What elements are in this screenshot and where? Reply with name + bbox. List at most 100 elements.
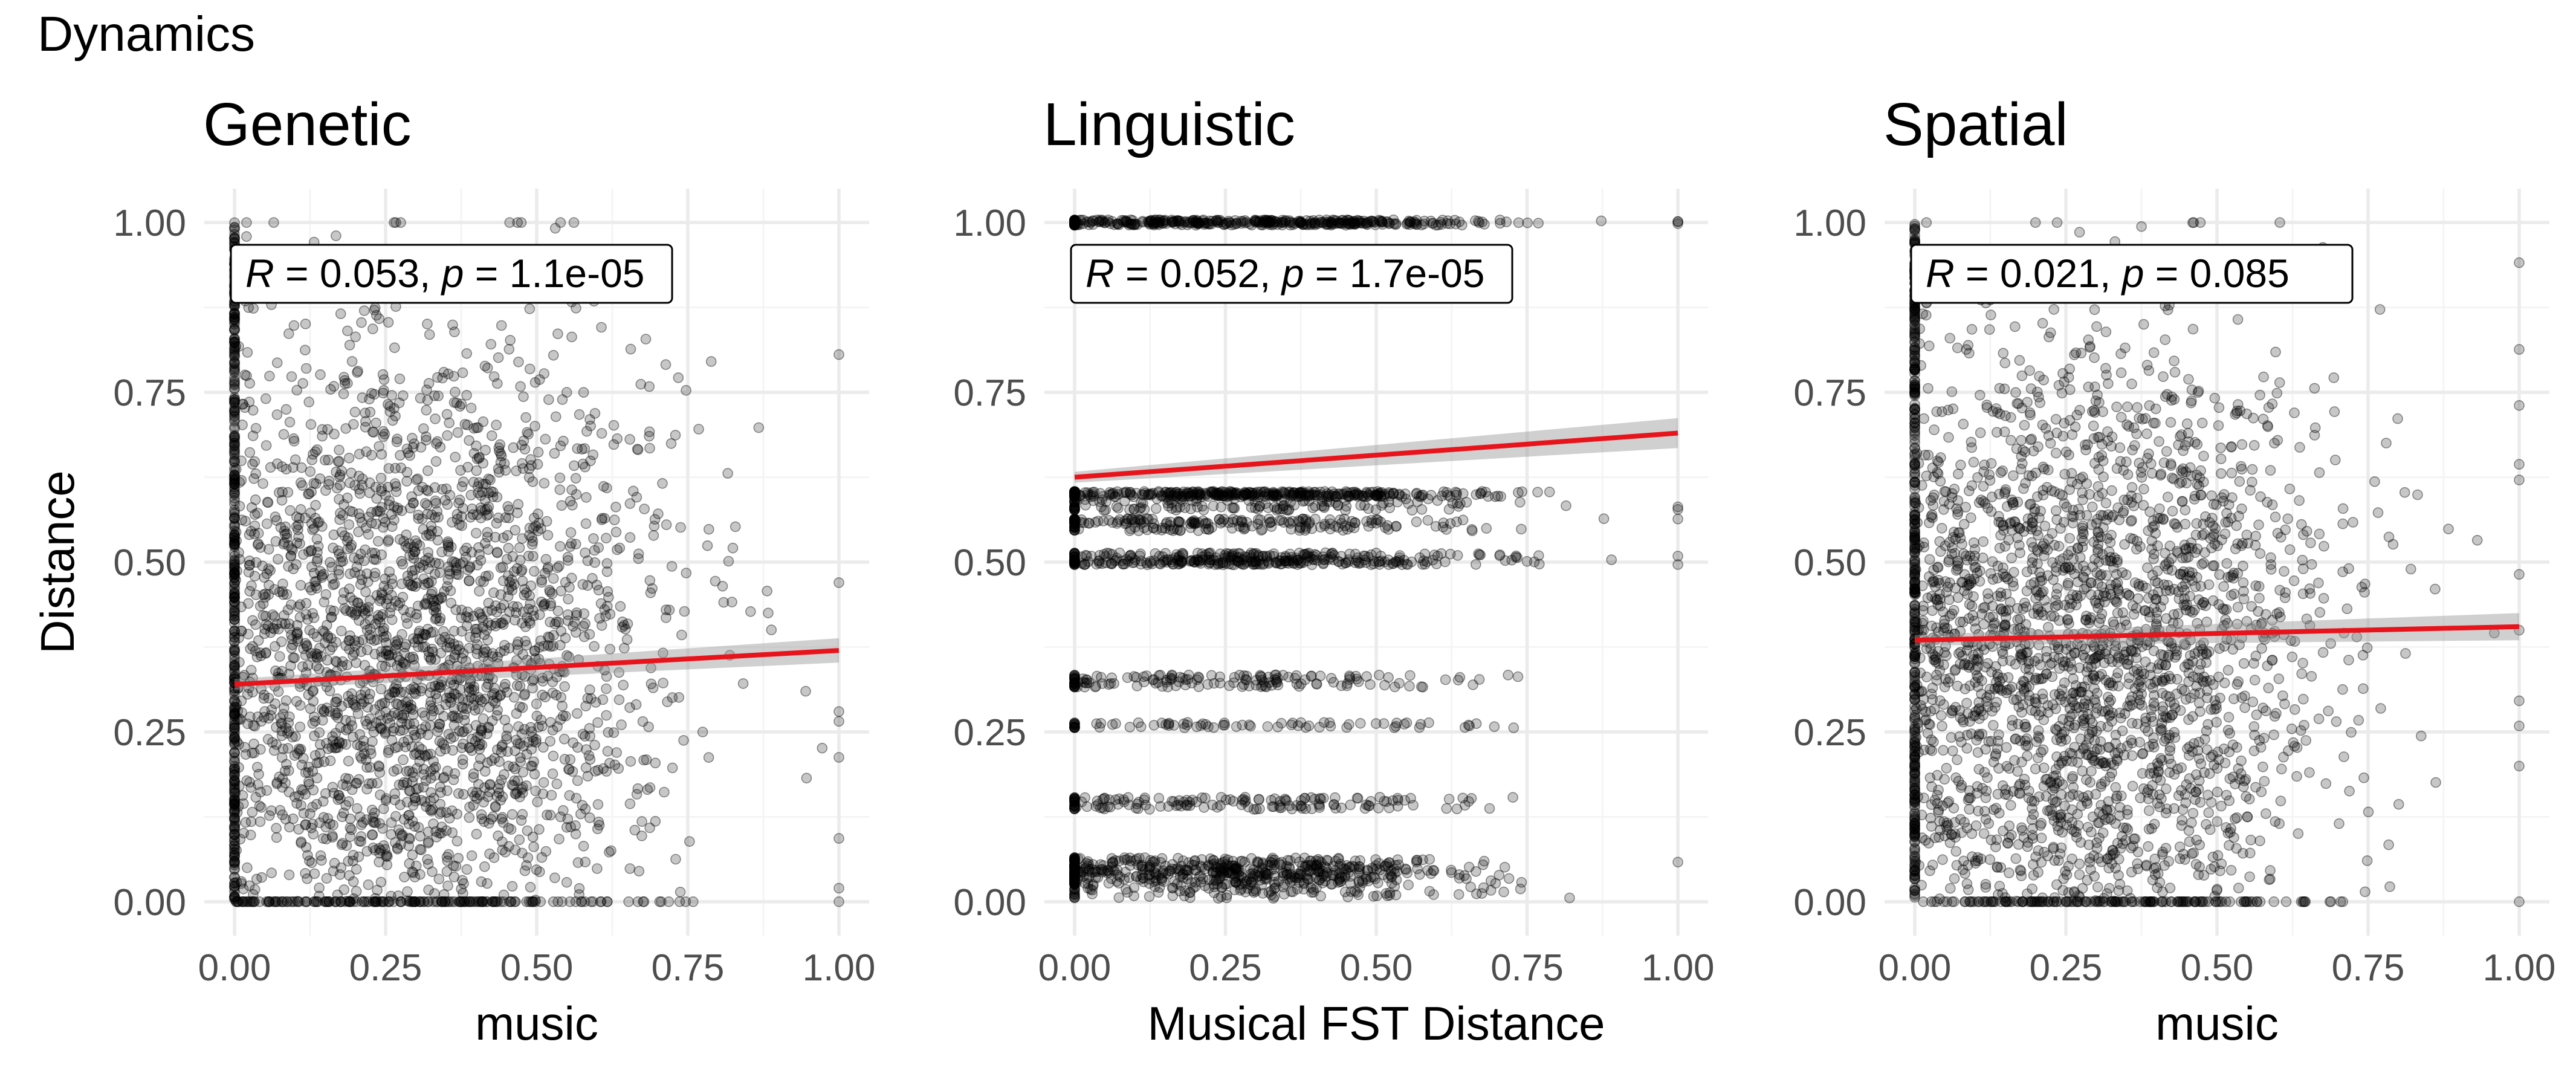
data-point <box>398 536 409 547</box>
data-point <box>229 474 240 485</box>
data-point <box>441 642 452 653</box>
data-point <box>230 896 242 907</box>
data-point <box>730 521 741 533</box>
data-point <box>418 782 429 793</box>
data-point <box>407 767 418 778</box>
data-point <box>727 597 737 607</box>
data-point <box>833 833 844 844</box>
data-point <box>464 742 475 753</box>
data-point <box>526 743 537 755</box>
data-point <box>368 427 380 438</box>
data-point <box>309 730 320 742</box>
data-point <box>1405 670 1416 681</box>
data-point <box>244 529 255 540</box>
data-point <box>461 620 473 632</box>
data-point <box>547 687 558 699</box>
data-point <box>384 406 396 417</box>
data-point <box>1429 549 1440 560</box>
data-point <box>375 684 387 695</box>
data-point <box>286 371 297 382</box>
data-point <box>1240 792 1251 803</box>
data-point <box>429 681 441 691</box>
data-point <box>592 823 603 835</box>
data-point <box>404 579 416 590</box>
data-point <box>753 422 765 433</box>
data-point <box>229 233 240 245</box>
data-point <box>408 653 419 665</box>
data-point <box>277 743 289 754</box>
data-point <box>485 620 497 631</box>
data-point <box>401 777 413 788</box>
data-point <box>571 792 582 804</box>
data-point <box>322 655 333 666</box>
data-point <box>528 841 539 852</box>
data-point <box>247 615 258 626</box>
data-point <box>407 867 419 878</box>
data-point <box>370 817 381 828</box>
data-point <box>287 462 299 473</box>
data-point <box>468 772 479 783</box>
data-point <box>639 504 650 514</box>
data-point <box>237 896 248 907</box>
data-point <box>331 656 343 668</box>
data-point <box>290 454 301 465</box>
data-point <box>252 711 264 722</box>
data-point <box>487 896 498 907</box>
data-point <box>288 433 299 444</box>
data-point <box>380 645 392 656</box>
data-point <box>377 387 389 399</box>
data-point <box>833 752 844 763</box>
data-point <box>239 402 251 413</box>
data-point <box>415 869 426 880</box>
data-point <box>376 724 387 735</box>
data-point <box>401 797 413 808</box>
data-point <box>300 842 312 853</box>
data-point <box>439 494 451 506</box>
data-point <box>577 579 589 590</box>
data-point <box>229 763 240 775</box>
data-point <box>386 614 398 626</box>
data-point <box>390 837 401 848</box>
data-point <box>432 726 443 737</box>
data-point <box>229 695 240 705</box>
data-point <box>343 452 355 464</box>
data-point <box>471 627 482 638</box>
data-point <box>364 762 376 773</box>
data-point <box>229 756 240 768</box>
data-point <box>495 896 506 907</box>
data-point <box>486 604 497 616</box>
data-point <box>543 631 554 643</box>
data-point <box>229 520 240 532</box>
data-point <box>229 432 240 443</box>
data-point <box>503 542 514 554</box>
data-point <box>530 785 541 797</box>
data-point <box>1226 523 1238 534</box>
data-point <box>578 608 590 620</box>
data-point <box>323 455 334 465</box>
data-point <box>556 500 568 511</box>
data-point <box>352 366 363 377</box>
data-point <box>648 530 659 541</box>
data-point <box>486 430 497 441</box>
data-point <box>458 726 470 737</box>
panel-genetic: 0.00 0.25 0.50 0.75 1.000.000.250.500.751.00… <box>31 91 875 1050</box>
data-point <box>366 450 377 461</box>
data-point <box>612 544 623 555</box>
data-point <box>502 529 513 541</box>
data-point <box>491 491 503 503</box>
data-point <box>332 889 343 901</box>
data-point <box>676 629 687 641</box>
data-point <box>449 712 461 724</box>
data-point <box>480 571 491 582</box>
data-point <box>438 366 450 378</box>
data-point <box>363 529 374 540</box>
data-point <box>495 689 506 701</box>
y-tick-label: 0.25 <box>113 712 186 754</box>
data-point <box>476 725 487 736</box>
data-point <box>441 693 452 704</box>
data-point <box>291 511 302 522</box>
data-point <box>274 805 286 816</box>
data-point <box>617 617 628 627</box>
data-point <box>346 467 357 479</box>
data-point <box>447 319 458 331</box>
